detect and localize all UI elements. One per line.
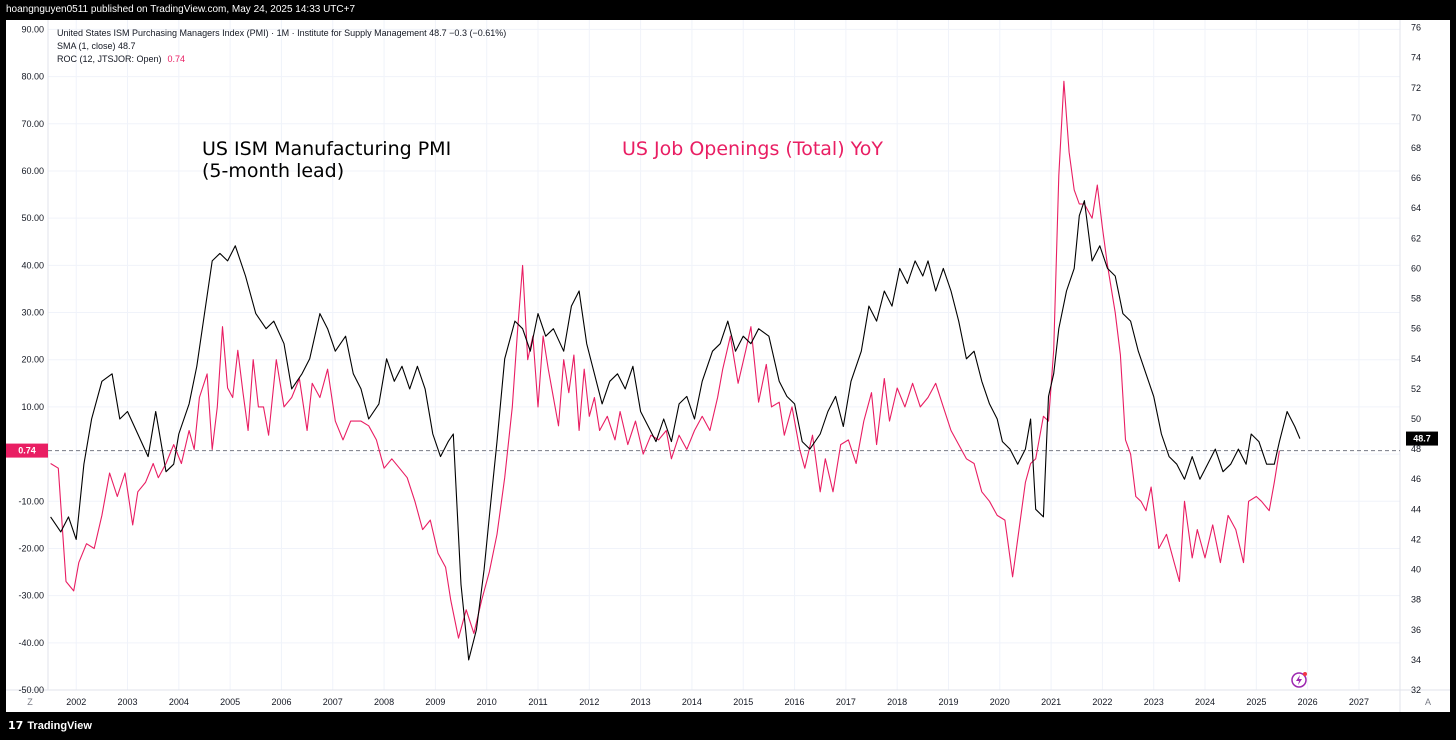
x-tick-label: 2020 [990, 697, 1010, 707]
auto-scale-left-button[interactable]: Z [27, 697, 33, 707]
x-tick-label: 2002 [66, 697, 86, 707]
legend-line-3: ROC (12, JTSJOR: Open) 0.74 [57, 54, 185, 64]
left-tick-label: 70.00 [21, 119, 44, 129]
left-tick-label: -10.00 [18, 496, 44, 506]
x-tick-label: 2022 [1092, 697, 1112, 707]
legend-line-1: United States ISM Purchasing Managers In… [57, 28, 506, 38]
x-tick-label: 2006 [271, 697, 291, 707]
x-tick-label: 2003 [118, 697, 138, 707]
left-tick-label: 30.00 [21, 308, 44, 318]
x-tick-label: 2005 [220, 697, 240, 707]
publisher-bar: hoangnguyen0511 published on TradingView… [0, 0, 1456, 20]
right-tick-label: 34 [1411, 655, 1421, 665]
x-tick-label: 2026 [1298, 697, 1318, 707]
left-tick-label: 60.00 [21, 166, 44, 176]
tradingview-brand: TradingView [27, 720, 92, 732]
right-tick-label: 42 [1411, 534, 1421, 544]
pmi-annotation-line-1: US ISM Manufacturing PMI [202, 138, 451, 160]
pmi-series-line [50, 200, 1301, 661]
right-tick-label: 62 [1411, 233, 1421, 243]
footer-bar: 17 TradingView [0, 712, 1456, 740]
legend-line-3-value: 0.74 [168, 54, 186, 64]
right-tick-label: 56 [1411, 324, 1421, 334]
left-tick-label: -40.00 [18, 638, 44, 648]
x-tick-label: 2015 [733, 697, 753, 707]
left-tick-label: 10.00 [21, 402, 44, 412]
x-tick-label: 2017 [836, 697, 856, 707]
x-tick-label: 2019 [938, 697, 958, 707]
x-tick-label: 2004 [169, 697, 189, 707]
roc-series-line [50, 80, 1280, 639]
roc-last-value-marker [6, 443, 48, 458]
pmi-last-value-marker [1406, 431, 1438, 446]
x-tick-label: 2013 [631, 697, 651, 707]
x-tick-label: 2007 [323, 697, 343, 707]
right-tick-label: 72 [1411, 83, 1421, 93]
publisher-text: hoangnguyen0511 published on TradingView… [6, 4, 356, 15]
x-tick-label: 2011 [528, 697, 547, 707]
right-tick-label: 48 [1411, 444, 1421, 454]
legend-line-3-label: ROC (12, JTSJOR: Open) [57, 54, 162, 64]
legend-line-2: SMA (1, close) 48.7 [57, 41, 136, 51]
right-tick-label: 36 [1411, 625, 1421, 635]
x-tick-label: 2025 [1246, 697, 1266, 707]
x-tick-label: 2009 [425, 697, 445, 707]
chart-frame [6, 20, 1450, 712]
left-axis[interactable]: 90.00 80.00 70.00 60.00 50.00 40.00 30.00 20.00… [18, 24, 44, 695]
right-tick-label: 40 [1411, 565, 1421, 575]
left-tick-label: -20.00 [18, 543, 44, 553]
left-tick-label: -30.00 [18, 591, 44, 601]
pmi-annotation-line-2: (5-month lead) [202, 160, 344, 182]
right-tick-label: 50 [1411, 414, 1421, 424]
x-tick-label: 2010 [477, 697, 497, 707]
left-tick-label: 80.00 [21, 72, 44, 82]
right-tick-label: 54 [1411, 354, 1421, 364]
right-tick-label: 46 [1411, 474, 1421, 484]
auto-scale-right-button[interactable]: A [1425, 697, 1431, 707]
roc-annotation: US Job Openings (Total) YoY [622, 138, 883, 160]
right-tick-label: 44 [1411, 504, 1421, 514]
x-tick-label: 2014 [682, 697, 702, 707]
pmi-last-value-label: 48.7 [1413, 434, 1431, 444]
x-tick-label: 2012 [579, 697, 599, 707]
tradingview-logo-icon: 17 [8, 719, 24, 732]
left-tick-label: -50.00 [18, 685, 44, 695]
right-tick-label: 58 [1411, 294, 1421, 304]
x-tick-label: 2024 [1195, 697, 1215, 707]
left-tick-label: 90.00 [21, 24, 44, 34]
right-tick-label: 32 [1411, 685, 1421, 695]
grid [48, 20, 1400, 691]
x-tick-label: 2008 [374, 697, 394, 707]
series-layer [50, 80, 1301, 661]
x-tick-label: 2021 [1041, 697, 1061, 707]
right-axis[interactable]: 76 74 72 70 68 66 64 62 60 58 56 54 52 50 48 46 44 42 40 38… [1411, 23, 1421, 695]
chart[interactable]: 90.00 80.00 70.00 60.00 50.00 40.00 30.00 20.00… [0, 0, 1456, 712]
right-tick-label: 60 [1411, 263, 1421, 273]
right-tick-label: 76 [1411, 23, 1421, 33]
x-tick-label: 2016 [785, 697, 805, 707]
x-axis[interactable]: 2002 2003 2004 2005 2006 2007 2008 2009 2010 2011… [66, 697, 1369, 707]
right-tick-label: 38 [1411, 595, 1421, 605]
lightning-icon[interactable] [1291, 672, 1307, 688]
right-tick-label: 68 [1411, 143, 1421, 153]
left-tick-label: 50.00 [21, 213, 44, 223]
right-tick-label: 70 [1411, 113, 1421, 123]
right-tick-label: 74 [1411, 53, 1421, 63]
x-tick-label: 2023 [1144, 697, 1164, 707]
roc-last-value-label: 0.74 [18, 446, 36, 456]
left-tick-label: 40.00 [21, 260, 44, 270]
x-tick-label: 2018 [887, 697, 907, 707]
right-tick-label: 52 [1411, 384, 1421, 394]
x-tick-label: 2027 [1349, 697, 1369, 707]
right-tick-label: 64 [1411, 203, 1421, 213]
tradingview-logo[interactable]: 17 TradingView [8, 712, 92, 740]
right-tick-label: 66 [1411, 173, 1421, 183]
left-tick-label: 20.00 [21, 355, 44, 365]
